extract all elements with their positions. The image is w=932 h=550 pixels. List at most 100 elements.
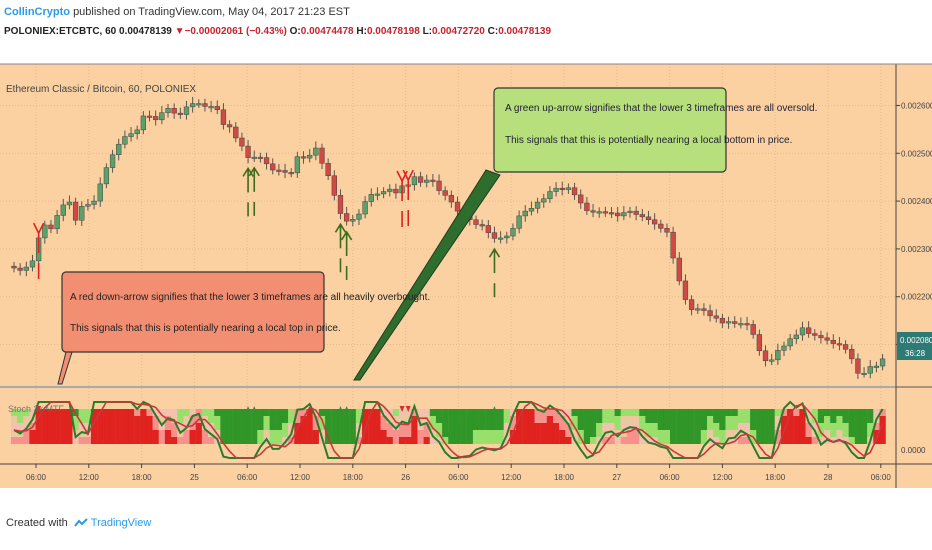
- heatmap-cell: [251, 437, 258, 444]
- heatmap-cell: [177, 416, 184, 423]
- y-tick-label: 0.00220000: [901, 293, 932, 302]
- heatmap-cell: [700, 423, 708, 430]
- heatmap-cell: [448, 430, 455, 437]
- heatmap-cell: [614, 416, 621, 423]
- price-change: −0.00002061 (−0.43%): [184, 26, 287, 37]
- open-label: O:: [289, 26, 301, 37]
- publish-info: published on TradingView.com, May 04, 20…: [73, 6, 350, 18]
- candle-body: [42, 224, 48, 239]
- heatmap-cell: [756, 430, 763, 437]
- heatmap-cell: [670, 423, 677, 430]
- heatmap-cell: [805, 423, 812, 430]
- heatmap-cell: [528, 409, 535, 416]
- candle-body: [177, 112, 183, 115]
- candle-body: [547, 191, 553, 199]
- candle-body: [676, 257, 682, 282]
- heatmap-cell: [663, 437, 671, 444]
- heatmap-cell: [281, 437, 289, 444]
- candle-body: [319, 147, 325, 164]
- heatmap-cell: [645, 430, 652, 437]
- heatmap-cell: [232, 423, 239, 430]
- heatmap-cell: [830, 423, 837, 430]
- heatmap-cell: [312, 423, 320, 430]
- heatmap-cell: [719, 430, 726, 437]
- candle-body: [294, 156, 301, 174]
- heatmap-cell: [109, 416, 116, 423]
- candle-body: [473, 219, 479, 225]
- heatmap-cell: [639, 409, 646, 416]
- heatmap-cell: [386, 423, 393, 430]
- heatmap-cell: [318, 409, 326, 416]
- heatmap-cell: [417, 437, 424, 444]
- heatmap-cell: [725, 416, 732, 423]
- heatmap-cell: [337, 437, 344, 444]
- heatmap-cell: [466, 437, 474, 444]
- candle-body: [510, 228, 516, 237]
- heatmap-cell: [35, 423, 42, 430]
- heatmap-cell: [860, 416, 868, 423]
- heatmap-cell: [90, 430, 98, 437]
- heatmap-cell: [72, 416, 79, 423]
- heatmap-cell: [651, 416, 658, 423]
- candle-body: [374, 193, 381, 196]
- heatmap-cell: [879, 416, 886, 423]
- heatmap-cell: [195, 437, 202, 444]
- heatmap-cell: [454, 409, 461, 416]
- heatmap-cell: [491, 423, 498, 430]
- heatmap-cell: [706, 423, 714, 430]
- heatmap-cell: [682, 423, 689, 430]
- heatmap-cell: [423, 437, 430, 444]
- indicator-up-marker: [491, 406, 497, 412]
- heatmap-cell: [226, 430, 233, 437]
- heatmap-cell: [836, 409, 843, 416]
- heatmap-cell: [596, 437, 603, 444]
- heatmap-cell: [392, 409, 400, 416]
- heatmap-cell: [559, 409, 566, 416]
- heatmap-cell: [115, 430, 122, 437]
- y-tick-label: 0.00230000: [901, 245, 932, 254]
- heatmap-cell: [115, 437, 122, 444]
- indicator-heatmap: [10, 409, 886, 444]
- heatmap-cell: [830, 416, 837, 423]
- candle-body: [263, 157, 270, 165]
- heatmap-cell: [509, 416, 517, 423]
- heatmap-cell: [78, 437, 85, 444]
- heatmap-cell: [158, 430, 166, 437]
- x-tick-label: 18:00: [765, 473, 786, 482]
- tradingview-link[interactable]: TradingView: [73, 517, 151, 529]
- low-value: 0.00472720: [432, 26, 485, 37]
- heatmap-cell: [848, 423, 855, 430]
- heatmap-cell: [183, 409, 190, 416]
- heatmap-cell: [639, 430, 646, 437]
- heatmap-cell: [497, 409, 504, 416]
- heatmap-cell: [842, 423, 849, 430]
- heatmap-cell: [331, 437, 338, 444]
- heatmap-cell: [368, 423, 375, 430]
- heatmap-cell: [90, 423, 98, 430]
- author-link[interactable]: CollinCrypto: [4, 6, 70, 18]
- heatmap-cell: [343, 409, 350, 416]
- heatmap-cell: [325, 423, 332, 430]
- heatmap-cell: [460, 437, 467, 444]
- heatmap-cell: [620, 409, 628, 416]
- candle-body: [436, 180, 442, 191]
- heatmap-cell: [257, 416, 264, 423]
- heatmap-cell: [485, 416, 492, 423]
- green-note-pointer: [353, 169, 501, 381]
- heatmap-cell: [559, 423, 566, 430]
- heatmap-cell: [331, 416, 338, 423]
- pane-title: Ethereum Classic / Bitcoin, 60, POLONIEX: [6, 84, 196, 95]
- heatmap-cell: [577, 409, 584, 416]
- y-tick-label: 0.00260000: [901, 101, 932, 110]
- heatmap-cell: [331, 409, 338, 416]
- heatmap-cell: [121, 416, 129, 423]
- heatmap-cell: [824, 423, 831, 430]
- heatmap-cell: [78, 423, 85, 430]
- heatmap-cell: [811, 409, 818, 416]
- heatmap-cell: [29, 430, 36, 437]
- heatmap-cell: [688, 423, 695, 430]
- x-tick-label: 12:00: [290, 473, 311, 482]
- heatmap-cell: [10, 409, 18, 416]
- x-tick-label: 18:00: [132, 473, 153, 482]
